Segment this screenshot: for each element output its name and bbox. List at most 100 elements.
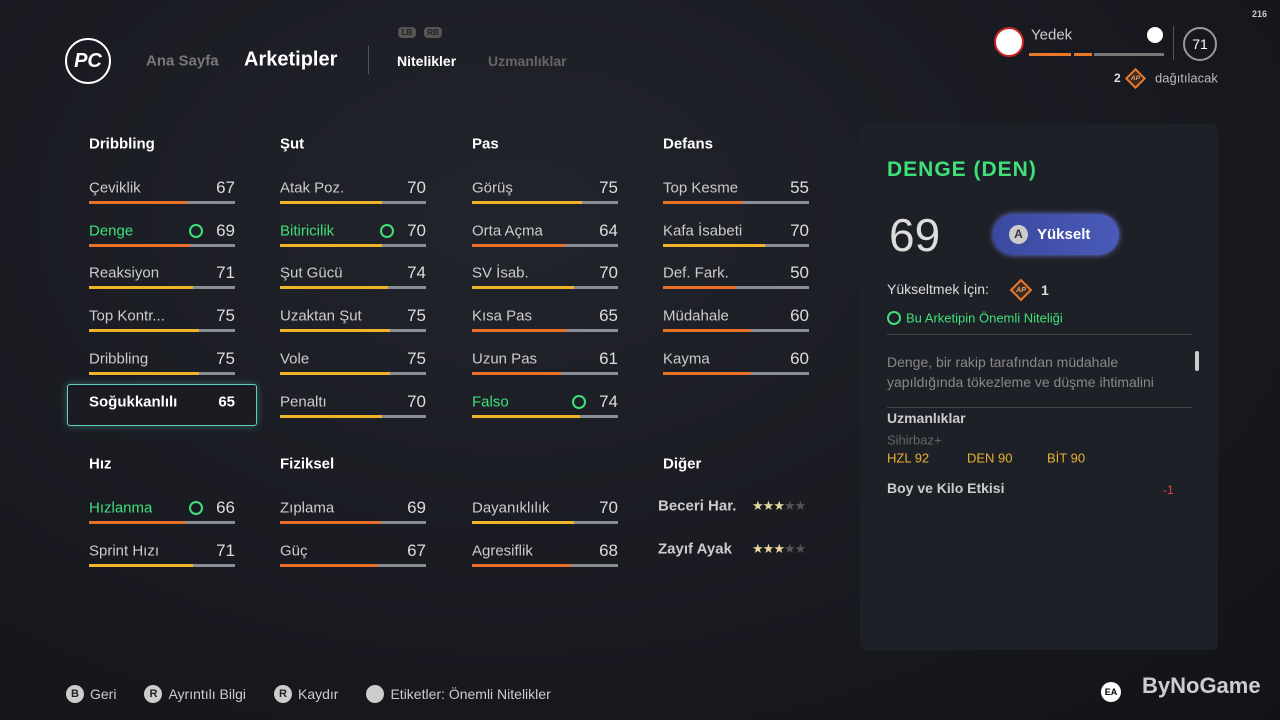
button-icon: B — [66, 685, 84, 703]
group-title: Diğer — [663, 455, 702, 473]
stat-name[interactable]: SV İsab. — [472, 264, 529, 282]
stat-bar-fill — [472, 243, 566, 247]
button-label: Yükselt — [1037, 226, 1091, 243]
group-title: Şut — [280, 135, 305, 153]
stat-name[interactable]: Şut Gücü — [280, 264, 343, 282]
stat-bar-fill — [89, 243, 190, 247]
key-icon — [380, 223, 394, 238]
detail-panel — [860, 124, 1218, 650]
key-icon — [887, 311, 901, 325]
detail-value: 69 — [889, 209, 941, 261]
nav-item[interactable]: Ana Sayfa — [146, 52, 219, 70]
stat-value: 50 — [790, 263, 809, 283]
rating: 71 — [1183, 27, 1217, 61]
stat-name[interactable]: Orta Açma — [472, 222, 543, 240]
xp-segment — [1094, 53, 1164, 56]
footer-label[interactable]: Kaydır — [298, 686, 339, 702]
footer-label[interactable]: Ayrıntılı Bilgi — [168, 686, 246, 702]
stat-name[interactable]: Zıplama — [280, 499, 335, 517]
stat-bar-fill — [472, 414, 581, 418]
stat-value: 74 — [407, 263, 426, 283]
bumper: LB — [398, 27, 416, 38]
stat-name[interactable]: Dayanıklılık — [472, 499, 550, 517]
stat-bar-fill — [472, 371, 562, 375]
stat-bar-fill — [663, 201, 744, 204]
stat-name[interactable]: Denge — [89, 222, 134, 240]
stat-value: 60 — [790, 348, 809, 368]
body-title: Boy ve Kilo Etkisi — [887, 480, 1005, 496]
footer-label[interactable]: Geri — [90, 686, 117, 702]
stat-value: 69 — [407, 498, 426, 517]
tab[interactable]: Nitelikler — [397, 53, 457, 69]
stat-name[interactable]: Atak Poz. — [280, 179, 345, 197]
stat-value: 70 — [407, 391, 426, 411]
divider — [887, 407, 1192, 408]
stat-bar-fill — [280, 521, 381, 524]
stat-bar-fill — [89, 286, 193, 290]
stat-name[interactable]: Kayma — [663, 350, 710, 368]
spec-name: Sihirbaz+ — [887, 432, 942, 448]
footer-label[interactable]: Etiketler: Önemli Nitelikler — [390, 686, 551, 702]
upgrade-button[interactable]: A Yükselt — [993, 214, 1119, 255]
ap-count: 2 — [1114, 71, 1121, 85]
stat-name[interactable]: Falso — [472, 393, 509, 410]
stat-name[interactable]: Sprint Hızı — [89, 542, 160, 560]
stat-bar-fill — [89, 563, 193, 567]
stat-bar-fill — [472, 286, 575, 290]
stat-bar-fill — [280, 286, 389, 290]
stat-name[interactable]: Bitiricilik — [280, 222, 335, 240]
nav-item[interactable]: Arketipler — [244, 48, 338, 71]
stat-name[interactable]: Kısa Pas — [472, 307, 533, 325]
xp-segment — [1074, 53, 1092, 56]
stat-name[interactable]: Müdahale — [663, 307, 729, 325]
stat-bar-fill — [663, 286, 736, 290]
stat-value: 61 — [599, 348, 618, 368]
cost-label: Yükseltmek İçin: — [887, 281, 989, 297]
stat-bar-fill — [663, 371, 751, 375]
stat-name[interactable]: Top Kontr... — [89, 307, 165, 325]
stat-name[interactable]: Görüş — [472, 179, 513, 197]
ap-label: AP — [1016, 285, 1026, 294]
stat-value: 65 — [599, 306, 618, 326]
stat-value: 55 — [790, 178, 809, 197]
stat-value: 71 — [216, 263, 235, 283]
stat-name[interactable]: Reaksiyon — [89, 264, 160, 282]
tab[interactable]: Uzmanlıklar — [488, 53, 567, 69]
stat-name[interactable]: Uzun Pas — [472, 350, 538, 368]
stat-name[interactable]: Uzaktan Şut — [280, 307, 362, 325]
stat-value: 70 — [407, 178, 426, 197]
group-title: Defans — [663, 135, 714, 153]
ea-logo: EA — [1101, 682, 1121, 702]
stat-value: 70 — [790, 220, 809, 240]
stat-name[interactable]: Güç — [280, 542, 308, 560]
key-note: Bu Arketipin Önemli Niteliği — [906, 310, 1063, 326]
stat-bar-fill — [472, 201, 582, 204]
stat-name[interactable]: Agresiflik — [472, 542, 533, 560]
stat-value: 75 — [599, 178, 618, 197]
club-crest — [994, 27, 1024, 57]
stat-name[interactable]: Kafa İsabeti — [663, 222, 743, 240]
stat-value: 66 — [216, 498, 235, 517]
stat-name[interactable]: Hızlanma — [89, 499, 153, 517]
logo[interactable]: PC — [65, 38, 111, 84]
badge — [1147, 27, 1163, 43]
stat-bar-fill — [663, 243, 766, 247]
stat-name[interactable]: Soğukkanlılı — [89, 393, 178, 410]
stat-value: 74 — [599, 391, 618, 411]
stat-bar-track — [663, 286, 809, 290]
stat-name[interactable]: Vole — [280, 350, 310, 368]
stat-name[interactable]: Def. Fark. — [663, 264, 729, 282]
stat-name[interactable]: Dribbling — [89, 350, 149, 368]
stat-name[interactable]: Penaltı — [280, 393, 327, 410]
stat-name[interactable]: Çeviklik — [89, 179, 141, 197]
key-icon — [189, 223, 203, 238]
trait-name: Zayıf Ayak — [658, 540, 732, 558]
stat-name[interactable]: Top Kesme — [663, 179, 739, 197]
stat-bar-fill — [663, 329, 751, 333]
stat-value: 67 — [216, 178, 235, 197]
group-title: Dribbling — [89, 135, 155, 153]
button-icon — [366, 685, 385, 703]
stat-value: 69 — [216, 220, 235, 240]
stat-bar-fill — [280, 414, 383, 418]
